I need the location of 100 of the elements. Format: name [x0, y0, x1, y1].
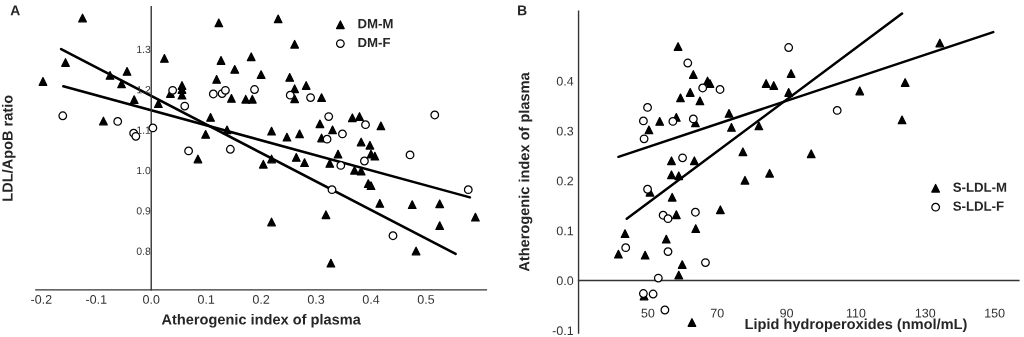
x-tick-label: 0.0 — [143, 295, 160, 304]
point — [673, 42, 683, 51]
point — [655, 116, 665, 126]
x-tick-label: 50 — [641, 308, 655, 318]
point — [620, 229, 630, 239]
point — [678, 153, 688, 163]
point — [463, 185, 473, 195]
point — [698, 83, 708, 93]
point — [638, 116, 648, 126]
x-tick-label: -0.2 — [31, 295, 52, 304]
point — [667, 156, 676, 166]
point — [740, 175, 750, 185]
point — [677, 260, 687, 270]
x-tick-label: 0.4 — [362, 295, 380, 304]
chart-title: A — [10, 5, 20, 16]
y-tick-label: 0.2 — [556, 176, 574, 186]
y-tick-label: 0.4 — [556, 76, 574, 86]
point — [701, 258, 710, 268]
point — [639, 134, 649, 144]
point — [688, 70, 698, 79]
point — [306, 93, 316, 103]
point — [935, 38, 945, 48]
point — [689, 156, 699, 166]
point — [621, 243, 631, 253]
point — [754, 121, 764, 131]
legend-label: S-LDL-M — [953, 182, 1007, 192]
x-axis-title: Atherogenic index of plasma — [161, 313, 361, 328]
chart-title: B — [518, 5, 527, 16]
point — [327, 185, 337, 195]
point — [644, 125, 654, 135]
x-tick-label: 0.3 — [307, 295, 325, 304]
point — [724, 108, 734, 118]
point — [660, 305, 670, 315]
point — [683, 58, 693, 68]
point — [640, 250, 650, 260]
point — [220, 85, 230, 95]
point — [667, 170, 676, 180]
point — [855, 86, 865, 96]
point — [225, 144, 235, 154]
point — [208, 89, 218, 99]
point — [250, 85, 259, 94]
point — [614, 249, 623, 259]
point — [667, 192, 677, 202]
x-tick-label: 0.5 — [417, 295, 435, 304]
point — [900, 78, 910, 87]
point — [58, 111, 68, 121]
x-tick-label: 90 — [780, 308, 794, 318]
x-tick-label: 70 — [710, 308, 724, 318]
x-tick-label: 110 — [846, 308, 866, 318]
point — [761, 79, 771, 88]
point — [361, 120, 370, 130]
point — [832, 105, 842, 115]
point — [786, 69, 796, 78]
point — [643, 102, 652, 112]
point — [769, 81, 779, 90]
point — [695, 96, 705, 106]
point — [653, 273, 663, 283]
point — [180, 101, 190, 111]
point — [897, 115, 907, 125]
y-tick-label: -0.1 — [552, 326, 574, 336]
point — [687, 318, 697, 327]
x-tick-label: 0.2 — [252, 295, 270, 304]
point — [715, 205, 725, 215]
point — [663, 214, 673, 224]
point — [668, 116, 678, 126]
y-axis-title: LDL/ApoB ratio — [1, 95, 16, 201]
y-axis-title: Atherogenic index of plasma — [518, 72, 533, 272]
point — [324, 112, 334, 122]
point — [663, 247, 673, 257]
x-tick-label: 150 — [985, 308, 1005, 318]
point — [113, 116, 123, 126]
y-tick-label: 0.3 — [556, 126, 574, 136]
point — [690, 207, 700, 217]
legend-label: S-LDL-F — [953, 201, 1004, 211]
legend-label: DM-M — [358, 19, 393, 29]
point — [715, 85, 725, 94]
point — [688, 114, 698, 124]
x-tick-label: 0.1 — [197, 295, 215, 304]
y-tick-label: 0.1 — [556, 226, 574, 236]
x-axis-title: Lipid hydroperoxides (nmol/mL) — [745, 318, 967, 333]
point — [285, 90, 295, 100]
point — [727, 122, 736, 132]
point — [168, 85, 178, 95]
point — [405, 150, 415, 160]
x-tick-label: 130 — [915, 308, 936, 318]
point — [806, 149, 816, 159]
point — [738, 147, 748, 157]
y-tick-label: 1.0 — [137, 166, 151, 175]
point — [359, 156, 369, 166]
point — [676, 93, 685, 103]
point — [322, 134, 332, 144]
point — [184, 146, 194, 156]
point — [685, 88, 695, 97]
point — [338, 129, 347, 139]
point — [648, 289, 658, 299]
point — [691, 224, 701, 234]
point — [388, 231, 398, 241]
y-tick-label: 0.8 — [136, 247, 151, 255]
point — [765, 168, 775, 178]
point — [784, 43, 794, 52]
